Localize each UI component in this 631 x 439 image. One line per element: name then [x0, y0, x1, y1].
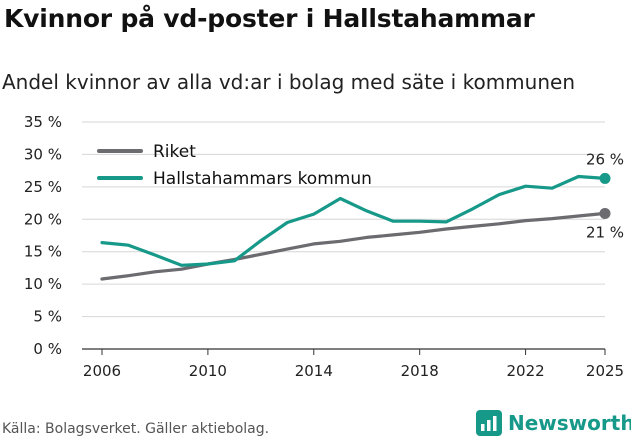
- legend-label: Riket: [153, 142, 196, 162]
- y-tick-label: 20 %: [24, 210, 62, 228]
- newsworthy-logo-icon: [476, 410, 502, 436]
- y-tick-label: 10 %: [24, 275, 62, 293]
- x-tick-label: 2014: [295, 362, 333, 380]
- series-line-riket: [100, 211, 607, 281]
- y-tick-label: 0 %: [33, 340, 62, 358]
- end-label-kommun: 26 %: [586, 150, 624, 168]
- end-label-riket: 21 %: [586, 223, 624, 241]
- x-tick-label: 2022: [506, 362, 544, 380]
- source-note: Källa: Bolagsverket. Gäller aktiebolag.: [2, 421, 270, 437]
- y-tick-label: 30 %: [24, 145, 62, 163]
- x-tick-label: 2025: [586, 362, 624, 380]
- chart-title: Kvinnor på vd-poster i Hallstahammar: [4, 4, 535, 33]
- x-tick-label: 2018: [401, 362, 439, 380]
- y-tick-label: 15 %: [24, 243, 62, 261]
- series-line-kommun: [100, 174, 607, 267]
- x-tick-label: 2006: [83, 362, 121, 380]
- x-tick-label: 2010: [189, 362, 227, 380]
- legend-label: Hallstahammars kommun: [153, 169, 372, 189]
- end-point-kommun: [599, 172, 611, 184]
- brand-name: Newsworthy: [508, 411, 631, 435]
- brand-logo: Newsworthy: [476, 410, 631, 436]
- end-point-riket: [599, 207, 611, 219]
- y-tick-label: 35 %: [24, 113, 62, 131]
- y-tick-label: 5 %: [33, 308, 62, 326]
- chart-subtitle: Andel kvinnor av alla vd:ar i bolag med …: [2, 70, 575, 94]
- y-tick-label: 25 %: [24, 178, 62, 196]
